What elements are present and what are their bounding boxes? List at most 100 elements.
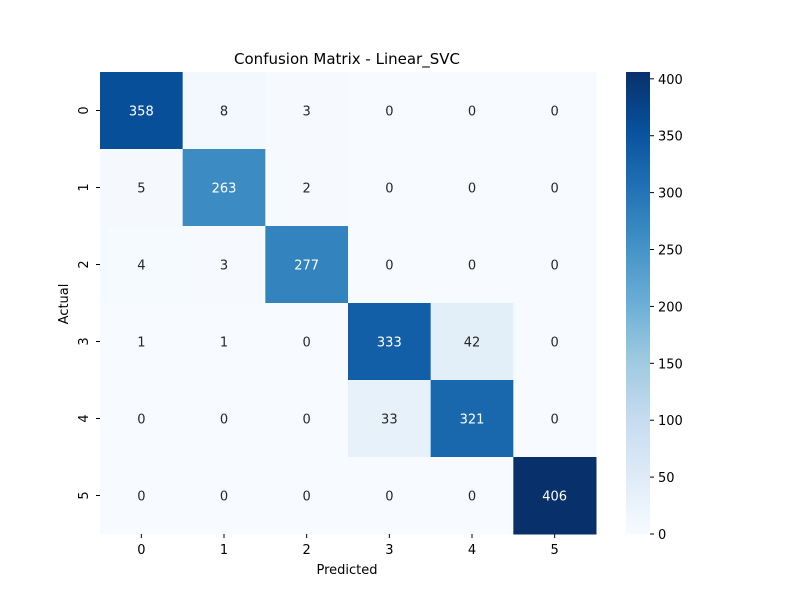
heatmap-cell (182, 226, 266, 304)
heatmap-cell (100, 226, 184, 304)
heatmap-cell (265, 72, 349, 150)
heatmap-cell (513, 149, 597, 227)
cell-value-label: 0 (551, 259, 559, 274)
heatmap-cell (348, 457, 432, 535)
cell-value-label: 358 (129, 105, 154, 120)
heatmap-cell (265, 380, 349, 458)
colorbar-tick-label: 50 (658, 471, 675, 486)
heatmap-cell (100, 72, 184, 150)
heatmap-cell (430, 149, 514, 227)
colorbar (626, 72, 650, 534)
cell-value-label: 3 (220, 259, 228, 274)
cell-value-label: 0 (385, 259, 393, 274)
cell-value-label: 0 (468, 490, 476, 505)
heatmap-cell (265, 457, 349, 535)
cell-value-label: 0 (220, 490, 228, 505)
cell-value-label: 0 (220, 413, 228, 428)
heatmap-cell (513, 380, 597, 458)
cell-value-label: 0 (551, 413, 559, 428)
cell-value-label: 1 (220, 336, 228, 351)
y-tick-label: 0 (77, 106, 92, 114)
heatmap-cell (182, 380, 266, 458)
cell-value-label: 277 (294, 259, 319, 274)
x-tick-label: 4 (468, 543, 476, 558)
colorbar-tick-label: 350 (658, 130, 683, 145)
heatmap-cell (348, 303, 432, 381)
heatmap-cell (182, 72, 266, 150)
heatmap-cell (430, 457, 514, 535)
heatmap-cell (265, 226, 349, 304)
heatmap-cell (182, 149, 266, 227)
colorbar-tick-label: 400 (658, 73, 683, 88)
y-axis-label: Actual (57, 284, 72, 325)
colorbar-tick-label: 0 (658, 528, 666, 543)
heatmap-cells (100, 72, 597, 535)
cell-value-label: 406 (542, 490, 567, 505)
chart-title: Confusion Matrix - Linear_SVC (234, 50, 460, 69)
heatmap-cell (182, 303, 266, 381)
cell-value-label: 2 (303, 182, 311, 197)
cell-value-label: 4 (137, 259, 145, 274)
heatmap-cell (182, 457, 266, 535)
cell-value-label: 1 (137, 336, 145, 351)
y-tick-label: 2 (77, 260, 92, 268)
cell-value-label: 0 (303, 336, 311, 351)
cell-value-label: 0 (468, 182, 476, 197)
cell-value-label: 333 (377, 336, 402, 351)
cell-value-label: 33 (381, 413, 398, 428)
heatmap-cell (430, 303, 514, 381)
heatmap-cell (100, 457, 184, 535)
cell-value-label: 42 (464, 336, 481, 351)
heatmap-cell (513, 226, 597, 304)
cell-value-label: 0 (303, 490, 311, 505)
cell-value-label: 0 (551, 182, 559, 197)
heatmap-cell (348, 72, 432, 150)
colorbar-tick-label: 250 (658, 244, 683, 259)
heatmap-cell (430, 226, 514, 304)
cell-value-label: 0 (137, 490, 145, 505)
x-tick-label: 5 (551, 543, 559, 558)
heatmap-cell (430, 380, 514, 458)
heatmap-cell (348, 149, 432, 227)
x-axis: 0 1 2 3 4 5 (137, 534, 559, 558)
colorbar-tick-label: 300 (658, 187, 683, 202)
cell-value-label: 0 (468, 259, 476, 274)
heatmap-cell (100, 303, 184, 381)
heatmap-cell (513, 72, 597, 150)
colorbar-ticks: 0 50 100 150 200 250 300 350 400 (650, 73, 683, 543)
colorbar-tick-label: 100 (658, 414, 683, 429)
heatmap-cell (430, 72, 514, 150)
cell-value-label: 0 (551, 105, 559, 120)
heatmap-cell (100, 149, 184, 227)
cell-value-label: 3 (303, 105, 311, 120)
y-tick-label: 5 (77, 491, 92, 499)
x-tick-label: 2 (303, 543, 311, 558)
cell-value-label: 0 (303, 413, 311, 428)
colorbar-tick-label: 200 (658, 300, 683, 315)
cell-value-label: 0 (385, 182, 393, 197)
heatmap-cell (348, 226, 432, 304)
heatmap-cell (513, 303, 597, 381)
x-tick-label: 0 (137, 543, 145, 558)
heatmap-cell (265, 149, 349, 227)
cell-value-label: 0 (385, 490, 393, 505)
cell-value-label: 263 (212, 182, 237, 197)
x-tick-label: 1 (220, 543, 228, 558)
x-axis-label: Predicted (316, 563, 377, 578)
cell-value-label: 0 (468, 105, 476, 120)
heatmap-cell (100, 380, 184, 458)
cell-value-label: 0 (137, 413, 145, 428)
x-tick-label: 3 (385, 543, 393, 558)
y-tick-label: 1 (77, 183, 92, 191)
cell-value-label: 0 (551, 336, 559, 351)
heatmap-cell (265, 303, 349, 381)
cell-value-label: 321 (460, 413, 485, 428)
heatmap-cell (513, 457, 597, 535)
cell-value-label: 8 (220, 105, 228, 120)
y-axis: 0 1 2 3 4 5 (77, 106, 100, 500)
cell-value-label: 5 (137, 182, 145, 197)
heatmap-cell (348, 380, 432, 458)
cell-value-label: 0 (385, 105, 393, 120)
y-tick-label: 3 (77, 337, 92, 345)
